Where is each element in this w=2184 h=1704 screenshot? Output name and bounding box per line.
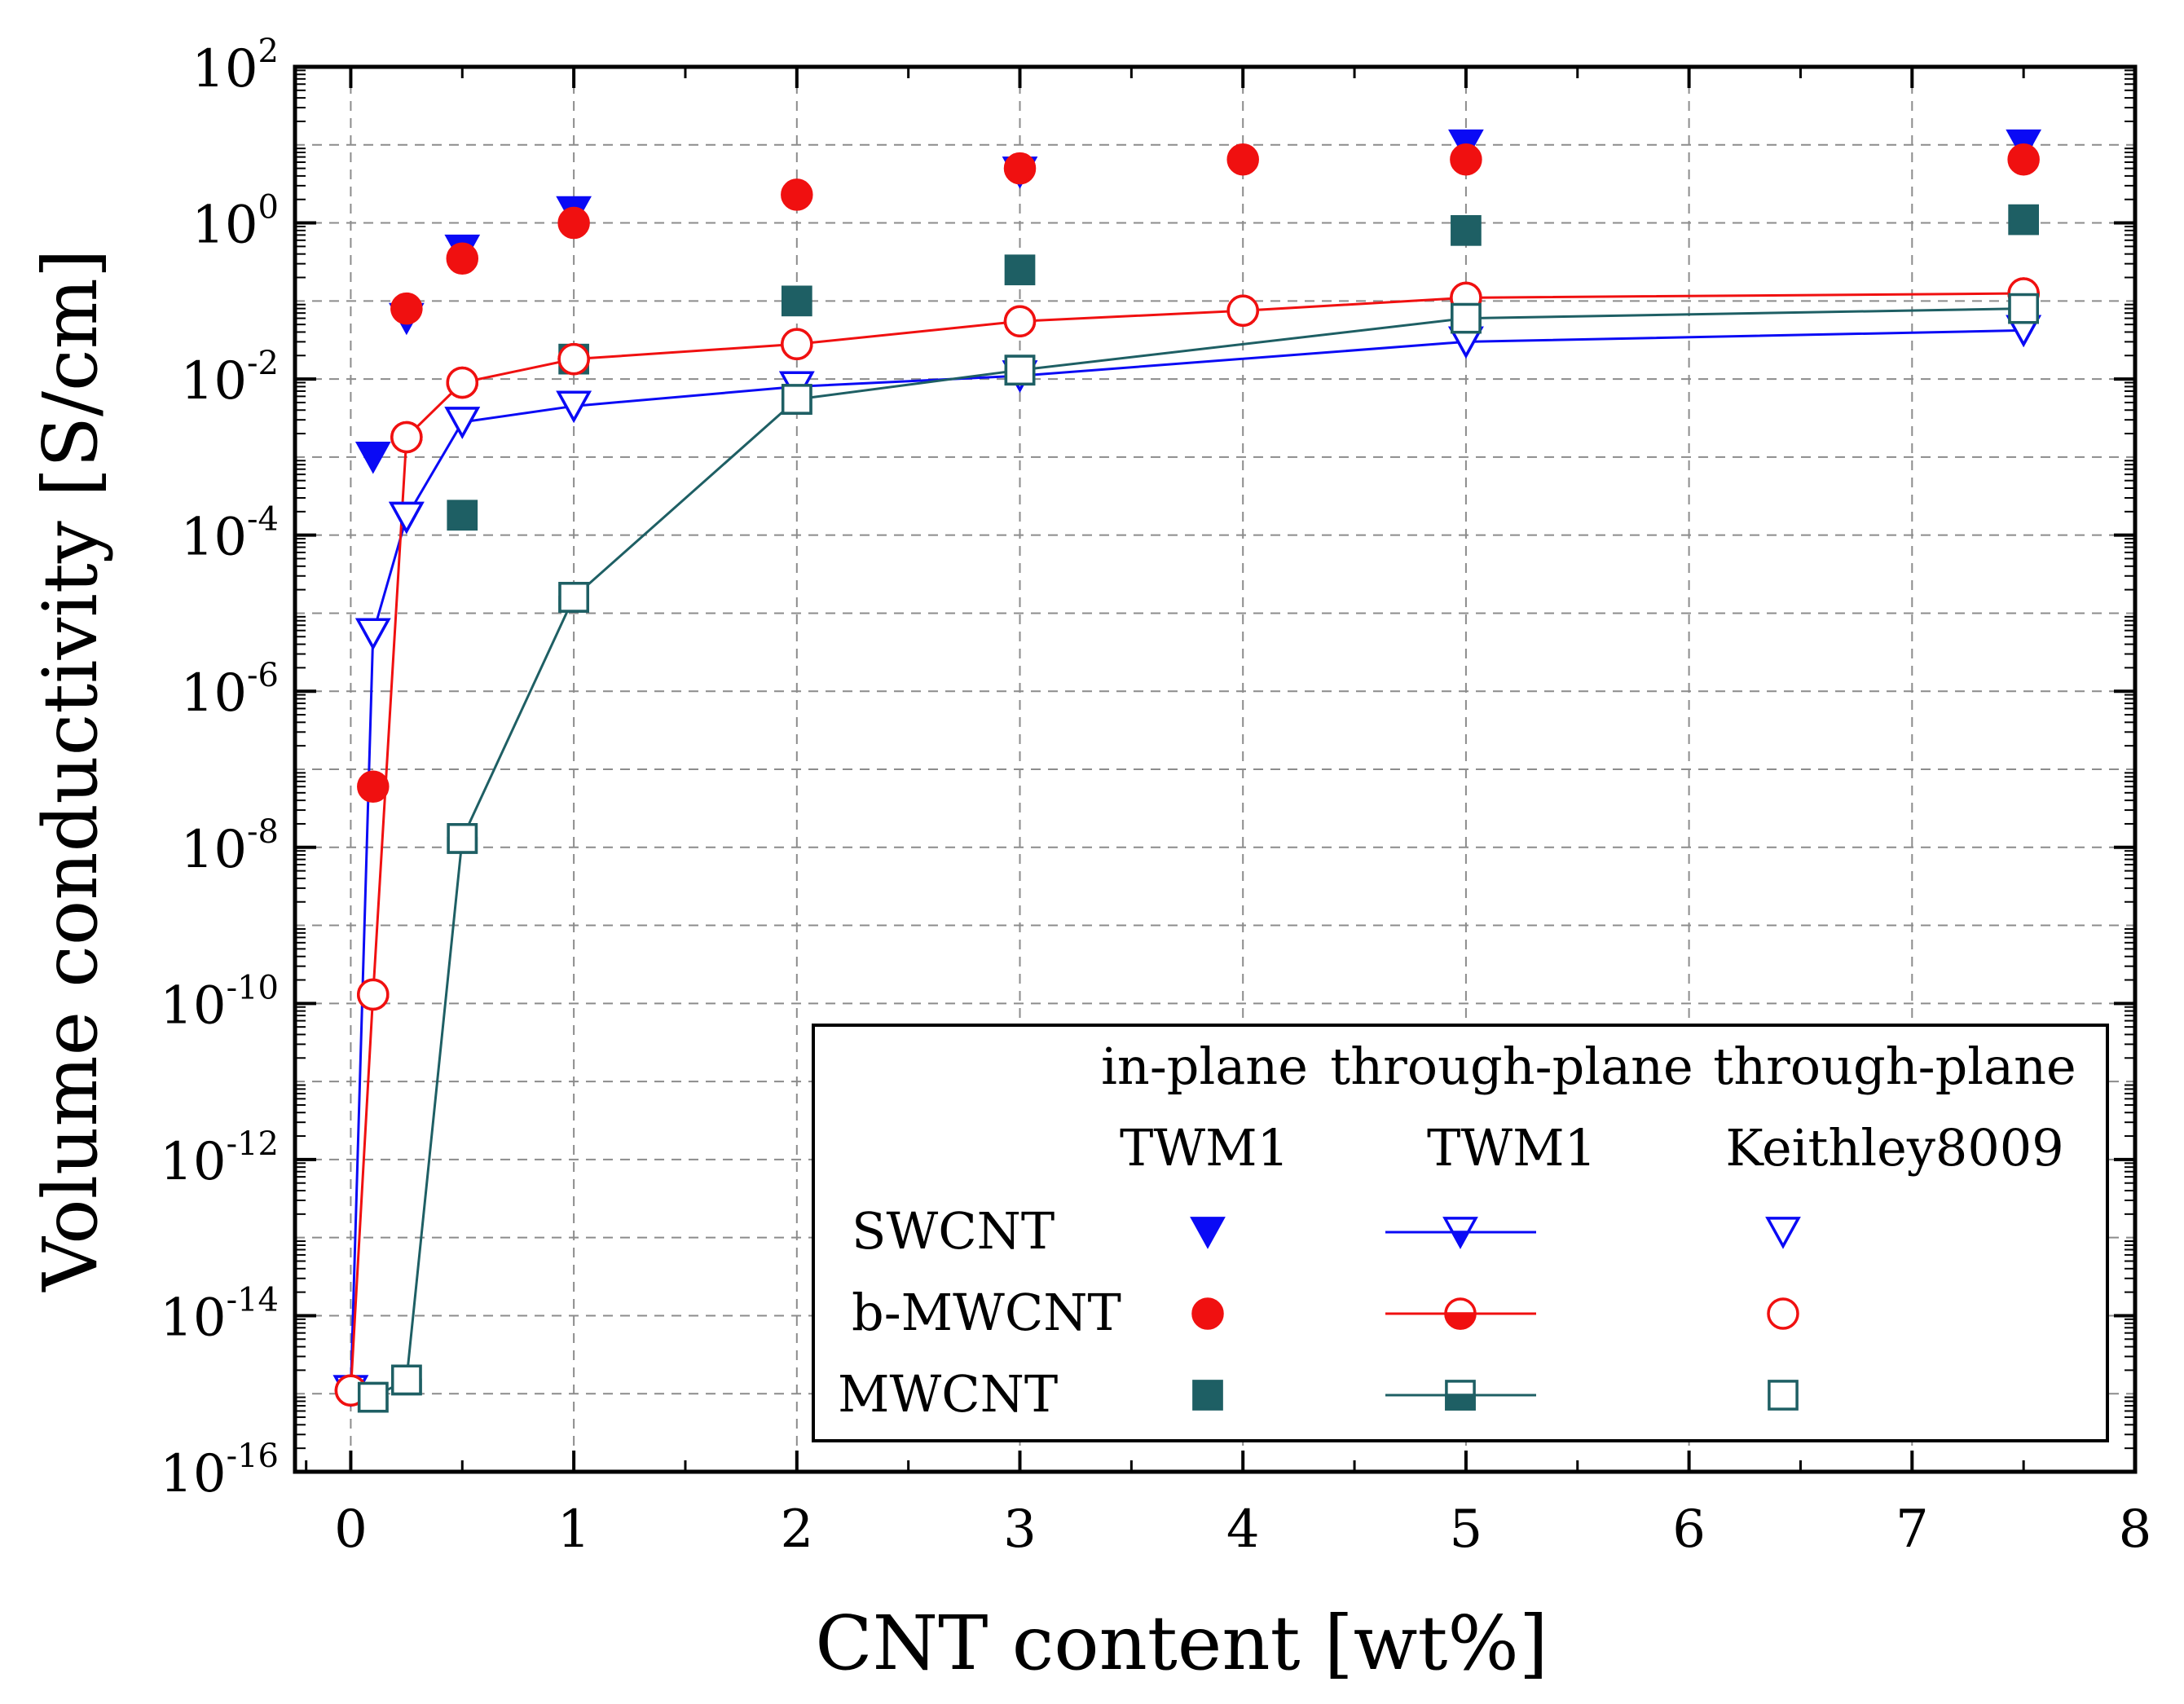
data-point-swcnt-open bbox=[444, 407, 481, 439]
x-tick-label: 5 bbox=[1450, 1499, 1483, 1560]
data-point-bmwcnt-filled bbox=[446, 242, 479, 275]
x-tick-label: 8 bbox=[2119, 1499, 2152, 1560]
axes: 0 1 2 3 4 5 6 7 8 102 100 10-2 10-4 10-6 10-8 10-10 10-1… bbox=[160, 33, 2151, 1560]
y-tick-label: 10-14 bbox=[160, 1281, 279, 1348]
data-point-bmwcnt-open bbox=[557, 342, 590, 376]
y-tick-label: 10-2 bbox=[181, 345, 279, 412]
legend-col-header: through-plane bbox=[1713, 1037, 2076, 1096]
y-tick-label: 100 bbox=[192, 189, 279, 256]
y-tick-label: 10-4 bbox=[181, 501, 279, 568]
data-point-mwcnt-open bbox=[1004, 354, 1036, 386]
data-point-mwcnt-open bbox=[357, 1381, 389, 1413]
y-tick-label: 10-6 bbox=[181, 657, 279, 724]
legend-marker-mwcnt-half bbox=[1445, 1380, 1476, 1411]
data-point-bmwcnt-open bbox=[357, 978, 390, 1011]
data-point-mwcnt-open bbox=[390, 1364, 422, 1396]
legend-marker-bmwcnt-half bbox=[1444, 1297, 1477, 1330]
legend-marker-swcnt-open bbox=[1765, 1217, 1801, 1249]
legend: in-plane through-plane through-plane TWM1 TW… bbox=[812, 1024, 2109, 1442]
data-point-bmwcnt-filled bbox=[1226, 143, 1259, 176]
legend-col-subheader: TWM1 bbox=[1427, 1118, 1596, 1178]
series-markers bbox=[332, 129, 2042, 1413]
data-point-swcnt-open bbox=[354, 618, 391, 651]
x-tick-label: 1 bbox=[557, 1499, 591, 1560]
data-point-bmwcnt-open bbox=[390, 420, 423, 454]
data-point-bmwcnt-filled bbox=[2007, 143, 2040, 176]
data-point-bmwcnt-filled bbox=[557, 206, 590, 240]
data-point-bmwcnt-open bbox=[1003, 305, 1037, 337]
legend-marker-mwcnt-filled bbox=[1192, 1380, 1223, 1411]
x-tick-label: 7 bbox=[1896, 1499, 1929, 1560]
x-axis-label: CNT content [wt%] bbox=[815, 1600, 1548, 1687]
legend-col-subheader: Keithley8009 bbox=[1725, 1118, 2063, 1178]
data-point-bmwcnt-filled bbox=[781, 178, 813, 211]
data-point-mwcnt-open bbox=[781, 384, 812, 415]
x-tick-label: 3 bbox=[1003, 1499, 1037, 1560]
data-point-mwcnt-filled bbox=[781, 285, 812, 317]
data-point-swcnt-filled bbox=[354, 442, 391, 474]
legend-marker-mwcnt-open bbox=[1768, 1380, 1799, 1411]
series-line-mwcnt bbox=[372, 307, 2024, 1398]
x-tick-label: 0 bbox=[334, 1499, 368, 1560]
data-point-mwcnt-filled bbox=[2008, 204, 2040, 236]
data-point-mwcnt-filled bbox=[1451, 214, 1482, 246]
y-tick-label: 10-8 bbox=[181, 813, 279, 880]
data-point-swcnt-open bbox=[556, 390, 592, 424]
data-point-mwcnt-open bbox=[558, 582, 589, 613]
y-tick-label: 10-16 bbox=[160, 1438, 279, 1504]
data-point-bmwcnt-open bbox=[781, 328, 813, 361]
data-point-mwcnt-filled bbox=[1004, 254, 1036, 286]
legend-marker-bmwcnt-open bbox=[1767, 1297, 1799, 1330]
data-point-mwcnt-open bbox=[447, 823, 478, 854]
data-point-mwcnt-open bbox=[1451, 302, 1482, 334]
data-point-bmwcnt-filled bbox=[390, 292, 423, 325]
data-point-mwcnt-open bbox=[2008, 293, 2040, 324]
series-line-bmwcnt bbox=[349, 292, 2024, 1391]
x-tick-label: 6 bbox=[1672, 1499, 1706, 1560]
legend-row-label: MWCNT bbox=[838, 1364, 1058, 1424]
y-tick-label: 102 bbox=[192, 33, 279, 99]
legend-marker-swcnt-filled bbox=[1190, 1217, 1226, 1249]
x-tick-label: 2 bbox=[780, 1499, 813, 1560]
y-tick-label: 10-12 bbox=[160, 1125, 279, 1192]
legend-col-header: in-plane bbox=[1101, 1037, 1308, 1096]
data-point-bmwcnt-open bbox=[446, 366, 479, 399]
data-point-swcnt-open bbox=[388, 501, 425, 535]
data-point-bmwcnt-filled bbox=[1450, 143, 1482, 176]
x-tick-label: 4 bbox=[1226, 1499, 1260, 1560]
legend-row-label: b-MWCNT bbox=[852, 1283, 1121, 1342]
data-point-bmwcnt-filled bbox=[1003, 152, 1037, 185]
legend-marker-bmwcnt-filled bbox=[1191, 1297, 1224, 1330]
data-point-bmwcnt-filled bbox=[357, 770, 390, 803]
y-tick-label: 10-10 bbox=[160, 969, 279, 1036]
legend-marker-swcnt-half bbox=[1442, 1217, 1478, 1249]
data-point-bmwcnt-open bbox=[1226, 294, 1259, 328]
plot-frame bbox=[293, 64, 2138, 1474]
legend-col-header: through-plane bbox=[1330, 1037, 1693, 1096]
data-point-mwcnt-filled bbox=[447, 500, 478, 531]
y-axis-label: Volume conductivity [S/cm] bbox=[27, 249, 114, 1292]
legend-row-label: SWCNT bbox=[852, 1201, 1055, 1261]
legend-col-subheader: TWM1 bbox=[1120, 1118, 1289, 1178]
